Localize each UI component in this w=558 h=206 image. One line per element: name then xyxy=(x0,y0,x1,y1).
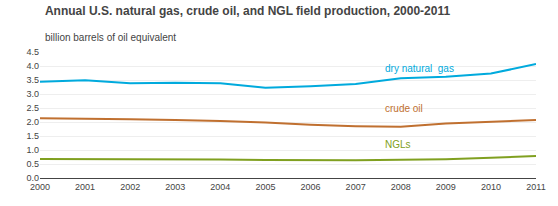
svg-text:2009: 2009 xyxy=(436,182,456,192)
svg-text:dry natural gas: dry natural gas xyxy=(385,63,454,74)
svg-text:2003: 2003 xyxy=(165,182,185,192)
svg-text:4.5: 4.5 xyxy=(26,47,39,57)
svg-text:2005: 2005 xyxy=(255,182,275,192)
svg-text:0.5: 0.5 xyxy=(26,159,39,169)
svg-text:4.0: 4.0 xyxy=(26,61,39,71)
svg-text:3.0: 3.0 xyxy=(26,89,39,99)
svg-text:2.0: 2.0 xyxy=(26,117,39,127)
svg-text:2.5: 2.5 xyxy=(26,103,39,113)
svg-text:2004: 2004 xyxy=(210,182,230,192)
svg-text:2002: 2002 xyxy=(120,182,140,192)
svg-text:crude oil: crude oil xyxy=(385,103,423,114)
svg-text:billion barrels of oil equival: billion barrels of oil equivalent xyxy=(45,32,176,43)
svg-text:2011: 2011 xyxy=(526,182,545,192)
svg-text:2006: 2006 xyxy=(301,182,321,192)
svg-text:1.0: 1.0 xyxy=(26,145,39,155)
svg-text:2001: 2001 xyxy=(75,182,95,192)
svg-text:3.5: 3.5 xyxy=(26,75,39,85)
svg-text:1.5: 1.5 xyxy=(26,131,39,141)
svg-text:2007: 2007 xyxy=(346,182,366,192)
svg-text:2000: 2000 xyxy=(30,182,50,192)
svg-text:0.0: 0.0 xyxy=(26,173,39,183)
svg-text:NGLs: NGLs xyxy=(385,139,411,150)
svg-text:Annual U.S. natural gas, crude: Annual U.S. natural gas, crude oil, and … xyxy=(45,4,451,18)
svg-text:2008: 2008 xyxy=(391,182,411,192)
svg-text:2010: 2010 xyxy=(481,182,501,192)
